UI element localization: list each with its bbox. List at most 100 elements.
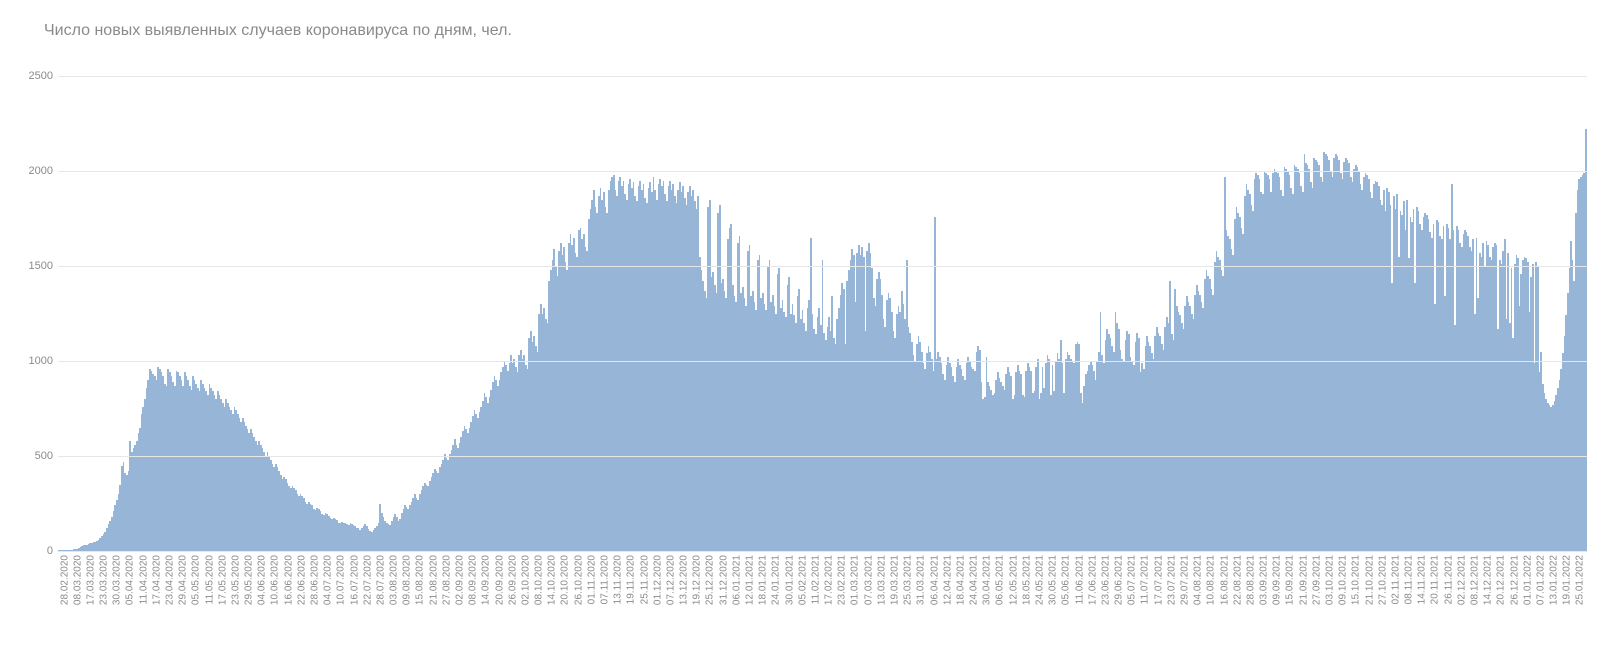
x-tick-label: 01.03.2021 [850, 555, 861, 605]
x-tick-label: 23.03.2020 [99, 555, 110, 605]
x-tick-label: 12.04.2021 [942, 555, 953, 605]
x-tick-label: 01.12.2020 [652, 555, 663, 605]
x-tick-label: 25.01.2022 [1575, 555, 1586, 605]
x-tick-label: 27.08.2020 [441, 555, 452, 605]
x-tick-label: 28.06.2020 [310, 555, 321, 605]
x-tick-label: 30.01.2021 [784, 555, 795, 605]
gridline [58, 171, 1587, 172]
x-tick-label: 23.05.2020 [230, 555, 241, 605]
x-tick-label: 28.07.2020 [375, 555, 386, 605]
x-tick-label: 06.01.2021 [731, 555, 742, 605]
x-tick-label: 23.04.2020 [165, 555, 176, 605]
x-tick-label: 28.02.2020 [59, 555, 70, 605]
x-tick-label: 11.04.2020 [138, 555, 149, 604]
x-tick-label: 17.02.2021 [824, 555, 835, 605]
x-tick-label: 08.10.2020 [534, 555, 545, 605]
plot-area [58, 76, 1587, 551]
x-tick-label: 13.01.2022 [1549, 555, 1560, 605]
x-tick-label: 02.10.2020 [520, 555, 531, 605]
x-tick-label: 07.03.2021 [863, 555, 874, 605]
x-tick-label: 06.04.2021 [929, 555, 940, 605]
x-tick-label: 23.06.2021 [1100, 555, 1111, 605]
x-tick-label: 20.11.2021 [1430, 555, 1441, 604]
x-tick-label: 15.09.2021 [1285, 555, 1296, 605]
x-tick-label: 25.03.2021 [903, 555, 914, 605]
x-tick-label: 02.12.2021 [1456, 555, 1467, 605]
x-tick-label: 17.06.2021 [1087, 555, 1098, 605]
x-tick-label: 26.11.2021 [1443, 555, 1454, 604]
x-axis-labels: 28.02.202008.03.202017.03.202023.03.2020… [58, 555, 1587, 655]
x-tick-label: 24.05.2021 [1034, 555, 1045, 605]
x-tick-label: 07.11.2020 [600, 555, 611, 604]
x-tick-label: 05.04.2020 [125, 555, 136, 605]
x-tick-label: 25.12.2020 [705, 555, 716, 605]
x-tick-label: 29.05.2020 [244, 555, 255, 605]
x-tick-label: 08.11.2021 [1404, 555, 1415, 604]
x-tick-label: 19.03.2021 [889, 555, 900, 605]
bar [1585, 129, 1587, 551]
x-tick-label: 05.02.2021 [797, 555, 808, 605]
x-tick-label: 29.07.2021 [1179, 555, 1190, 605]
x-tick-label: 02.09.2020 [455, 555, 466, 605]
x-tick-label: 20.10.2020 [560, 555, 571, 605]
x-tick-label: 17.03.2020 [85, 555, 96, 605]
y-tick-label: 1500 [3, 260, 53, 272]
x-tick-label: 13.11.2020 [613, 555, 624, 604]
x-tick-label: 06.05.2021 [995, 555, 1006, 605]
x-tick-label: 24.04.2021 [969, 555, 980, 605]
x-tick-label: 11.05.2020 [204, 555, 215, 604]
x-tick-label: 23.02.2021 [837, 555, 848, 605]
x-tick-label: 26.10.2020 [573, 555, 584, 605]
x-tick-label: 01.01.2022 [1522, 555, 1533, 605]
x-tick-label: 15.10.2021 [1351, 555, 1362, 605]
x-tick-label: 16.07.2020 [349, 555, 360, 605]
x-tick-label: 18.04.2021 [955, 555, 966, 605]
x-tick-label: 08.09.2020 [468, 555, 479, 605]
x-tick-label: 30.04.2021 [982, 555, 993, 605]
x-tick-label: 22.08.2021 [1232, 555, 1243, 605]
x-tick-label: 24.01.2021 [771, 555, 782, 605]
x-tick-label: 21.10.2021 [1364, 555, 1375, 605]
x-tick-label: 29.06.2021 [1114, 555, 1125, 605]
x-tick-label: 01.11.2020 [586, 555, 597, 604]
x-tick-label: 04.08.2021 [1193, 555, 1204, 605]
x-tick-label: 09.10.2021 [1338, 555, 1349, 605]
gridline [58, 456, 1587, 457]
y-tick-label: 1000 [3, 355, 53, 367]
x-tick-label: 09.09.2021 [1272, 555, 1283, 605]
x-tick-label: 14.11.2021 [1417, 555, 1428, 604]
x-tick-label: 22.06.2020 [296, 555, 307, 605]
x-tick-label: 20.12.2021 [1496, 555, 1507, 605]
x-tick-label: 31.12.2020 [718, 555, 729, 605]
x-tick-label: 26.09.2020 [507, 555, 518, 605]
x-tick-label: 16.06.2020 [283, 555, 294, 605]
x-tick-label: 13.12.2020 [679, 555, 690, 605]
chart-container: Число новых выявленных случаев коронавир… [0, 0, 1605, 661]
gridline [58, 551, 1587, 552]
x-tick-label: 11.06.2021 [1074, 555, 1085, 604]
x-tick-label: 19.11.2020 [626, 555, 637, 604]
x-tick-label: 27.10.2021 [1377, 555, 1388, 605]
x-tick-label: 21.08.2020 [428, 555, 439, 605]
y-tick-label: 2000 [3, 165, 53, 177]
y-tick-label: 0 [3, 545, 53, 557]
x-tick-label: 15.08.2020 [415, 555, 426, 605]
x-tick-label: 26.12.2021 [1509, 555, 1520, 605]
x-tick-label: 10.06.2020 [270, 555, 281, 605]
x-tick-label: 05.07.2021 [1127, 555, 1138, 605]
x-tick-label: 07.12.2020 [665, 555, 676, 605]
x-tick-label: 02.11.2021 [1390, 555, 1401, 604]
x-tick-label: 16.08.2021 [1219, 555, 1230, 605]
x-tick-label: 03.10.2021 [1324, 555, 1335, 605]
chart-title: Число новых выявленных случаев коронавир… [44, 22, 512, 40]
x-tick-label: 11.07.2021 [1140, 555, 1151, 604]
x-tick-label: 12.01.2021 [745, 555, 756, 605]
x-tick-label: 12.05.2021 [1008, 555, 1019, 605]
x-tick-label: 19.01.2022 [1562, 555, 1573, 605]
x-tick-label: 20.09.2020 [494, 555, 505, 605]
x-tick-label: 18.05.2021 [1021, 555, 1032, 605]
x-tick-label: 10.08.2021 [1206, 555, 1217, 605]
x-tick-label: 17.07.2021 [1153, 555, 1164, 605]
x-tick-label: 17.04.2020 [151, 555, 162, 605]
x-tick-label: 10.07.2020 [336, 555, 347, 605]
